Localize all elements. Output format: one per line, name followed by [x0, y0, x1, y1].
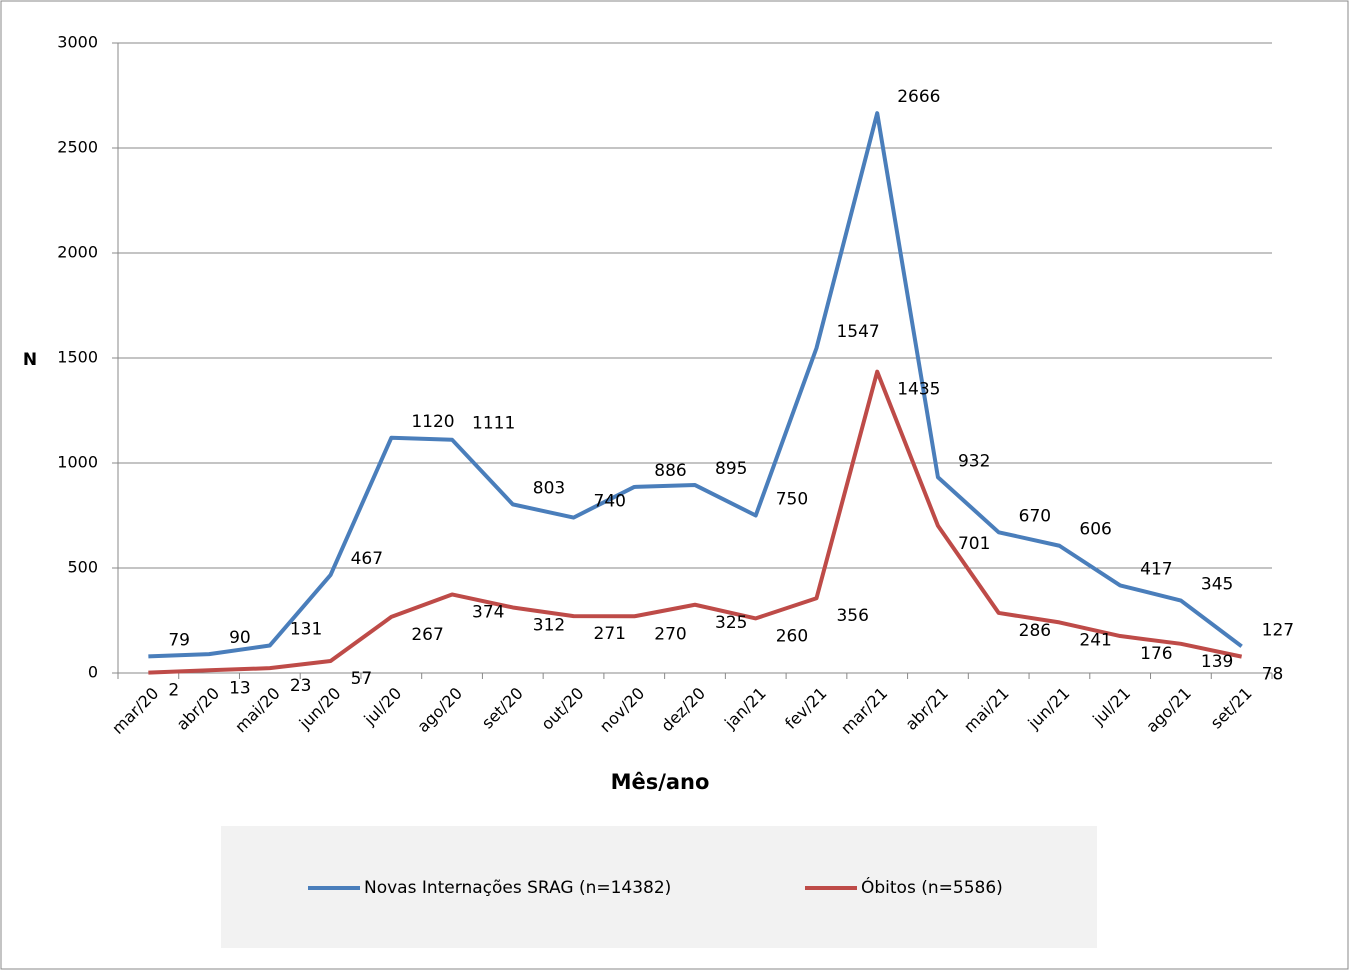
data-label: 670 [1019, 506, 1051, 526]
y-tick-label: 3000 [57, 33, 98, 52]
data-label: 23 [290, 676, 312, 696]
data-label: 57 [351, 669, 373, 689]
data-label: 932 [958, 451, 990, 471]
series-line [148, 111, 1243, 659]
data-label: 90 [229, 628, 251, 648]
data-label: 417 [1140, 559, 1172, 579]
series-line [148, 369, 1243, 675]
data-label: 271 [594, 624, 626, 644]
data-label: 606 [1079, 520, 1111, 540]
data-label: 13 [229, 678, 251, 698]
legend-box [221, 826, 1097, 948]
data-label: 139 [1201, 652, 1233, 672]
data-label: 1120 [411, 412, 454, 432]
data-label: 701 [958, 534, 990, 554]
data-label: 78 [1262, 665, 1284, 685]
data-label: 325 [715, 613, 747, 633]
data-label: 312 [533, 615, 565, 635]
data-label: 467 [351, 549, 383, 569]
data-label: 286 [1019, 621, 1051, 641]
data-label: 176 [1140, 644, 1172, 664]
data-label: 345 [1201, 575, 1233, 595]
y-tick-label: 2000 [57, 243, 98, 262]
y-tick-label: 1000 [57, 453, 98, 472]
data-label: 750 [776, 490, 808, 510]
data-label: 127 [1262, 620, 1294, 640]
data-label: 356 [836, 606, 868, 626]
data-label: 241 [1079, 630, 1111, 650]
data-label: 260 [776, 626, 808, 646]
data-label: 895 [715, 459, 747, 479]
data-label: 1547 [836, 322, 879, 342]
data-label: 79 [168, 630, 190, 650]
x-axis-label: Mês/ano [611, 770, 710, 794]
y-tick-label: 2500 [57, 138, 98, 157]
data-label: 1111 [472, 414, 515, 434]
data-label: 803 [533, 478, 565, 498]
legend-label: Óbitos (n=5586) [861, 876, 1003, 898]
data-label: 270 [654, 624, 686, 644]
data-label: 374 [472, 602, 504, 622]
data-label: 2666 [897, 87, 940, 107]
data-label: 131 [290, 619, 322, 639]
data-label: 1435 [897, 380, 940, 400]
data-label: 886 [654, 461, 686, 481]
y-tick-label: 500 [67, 558, 98, 577]
data-label: 2 [168, 681, 179, 701]
data-label: 740 [594, 492, 626, 512]
legend-label: Novas Internações SRAG (n=14382) [364, 878, 671, 898]
y-axis-label: N [23, 350, 37, 370]
y-tick-label: 1500 [57, 348, 98, 367]
data-label: 267 [411, 625, 443, 645]
y-tick-label: 0 [88, 663, 98, 682]
